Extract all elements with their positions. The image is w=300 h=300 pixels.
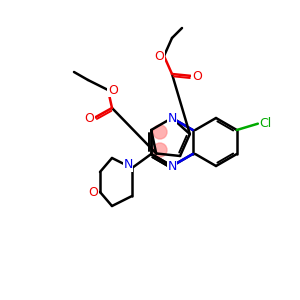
Text: O: O bbox=[108, 83, 118, 97]
Circle shape bbox=[153, 125, 167, 139]
Text: O: O bbox=[84, 112, 94, 124]
Text: O: O bbox=[192, 70, 202, 83]
Text: O: O bbox=[88, 185, 98, 199]
Text: O: O bbox=[154, 50, 164, 62]
Text: N: N bbox=[123, 158, 133, 172]
Text: N: N bbox=[167, 112, 177, 124]
Text: Cl: Cl bbox=[260, 117, 272, 130]
Text: N: N bbox=[167, 160, 177, 172]
Circle shape bbox=[153, 143, 167, 157]
